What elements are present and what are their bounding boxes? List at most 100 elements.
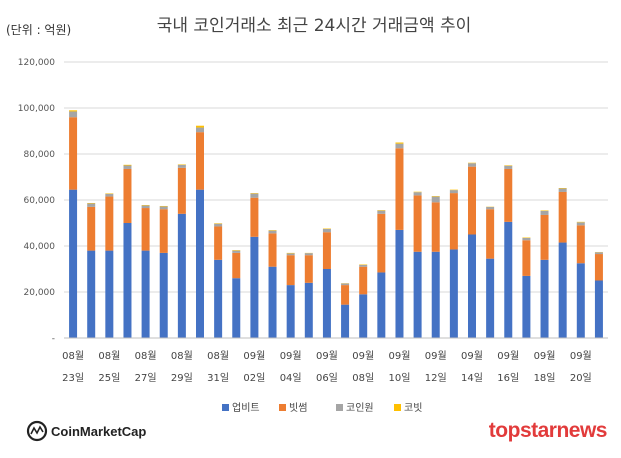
x-axis: 08월 23일 08월 25일 08월 27일 08월 29일 08월 31일 09월 02일 09월 0…: [62, 350, 592, 384]
bar-segment-bithumb-11: [268, 233, 277, 267]
bar-segment-bithumb-25: [522, 240, 531, 276]
bar-segment-bithumb-14: [322, 232, 331, 269]
x-tick-day: 27일: [135, 372, 157, 384]
x-tick-month: 09월: [243, 350, 265, 362]
bar-segment-coinone-10: [250, 193, 259, 198]
bar-segment-bithumb-7: [196, 132, 204, 190]
bar-segment-coinone-5: [159, 206, 168, 210]
bar-segment-bithumb-18: [395, 148, 404, 230]
bar-segment-upbit-5: [159, 252, 168, 338]
x-tick-month: 08월: [207, 350, 229, 362]
chart-title: 국내 코인거래소 최근 24시간 거래금액 추이: [157, 16, 472, 36]
x-tick-day: 25일: [98, 372, 120, 384]
y-tick-label: -: [52, 334, 55, 344]
bar-segment-upbit-19: [413, 251, 422, 338]
bar-segment-coinone-3: [123, 165, 132, 169]
x-tick-month: 09월: [352, 350, 374, 362]
bar-segment-coinone-29: [594, 252, 603, 255]
bar-segment-upbit-12: [286, 285, 295, 338]
bar-segment-upbit-4: [141, 250, 150, 338]
topstarnews-logo: topstarnews: [489, 419, 607, 442]
bar-segment-upbit-6: [177, 213, 186, 338]
bar-segment-coinone-11: [268, 230, 277, 234]
x-tick-month: 09월: [388, 350, 410, 362]
bar-segment-coinone-15: [341, 283, 350, 286]
bar-segment-upbit-13: [304, 282, 313, 338]
bar-segment-upbit-10: [250, 236, 259, 338]
y-tick-label: 40,000: [24, 242, 56, 252]
bar-segment-korbit-7: [196, 125, 204, 128]
x-tick-day: 20일: [570, 372, 592, 384]
bar-segment-bithumb-3: [123, 168, 132, 223]
bar-segment-coinone-19: [413, 192, 422, 196]
x-tick-day: 18일: [534, 372, 556, 384]
bar-segment-upbit-2: [105, 250, 114, 338]
bar-segment-coinone-0: [69, 111, 78, 118]
bar-segment-korbit-18: [395, 142, 404, 144]
bar-segment-upbit-7: [196, 189, 204, 338]
bar-segment-bithumb-27: [558, 191, 567, 243]
x-tick-day: 08일: [352, 372, 374, 384]
x-tick-month: 09월: [316, 350, 338, 362]
bar-segment-upbit-24: [504, 221, 513, 338]
coinmarketcap-logo: CoinMarketCap: [26, 420, 146, 442]
bar-segment-coinone-2: [105, 193, 114, 197]
bar-segment-upbit-3: [123, 223, 132, 338]
bar-segment-upbit-0: [69, 189, 78, 338]
bar-segment-coinone-16: [359, 264, 368, 267]
x-tick-day: 12일: [425, 372, 447, 384]
bar-segment-coinone-22: [468, 163, 476, 167]
y-tick-label: 100,000: [18, 104, 55, 114]
bar-segment-coinone-9: [232, 250, 241, 253]
bar-segment-coinone-26: [540, 210, 549, 215]
bar-segment-bithumb-20: [431, 202, 440, 252]
bars: [69, 110, 603, 338]
x-tick-day: 04일: [280, 372, 302, 384]
bar-segment-coinone-24: [504, 165, 513, 169]
x-tick-month: 08월: [98, 350, 120, 362]
bar-segment-coinone-14: [322, 228, 331, 233]
x-tick-day: 29일: [171, 372, 193, 384]
bar-segment-upbit-23: [486, 258, 495, 338]
bar-segment-upbit-9: [232, 278, 241, 338]
coinmarketcap-logo-icon: [26, 420, 48, 442]
bar-segment-bithumb-8: [214, 226, 223, 260]
bar-segment-coinone-17: [377, 210, 386, 214]
bar-segment-coinone-1: [87, 203, 96, 207]
x-tick-month: 08월: [62, 350, 84, 362]
x-tick-day: 06일: [316, 372, 338, 384]
x-tick-month: 09월: [425, 350, 447, 362]
gridlines: [64, 61, 608, 293]
bar-segment-upbit-26: [540, 259, 549, 338]
bar-segment-bithumb-26: [540, 214, 549, 260]
x-tick-day: 31일: [207, 372, 229, 384]
bar-segment-bithumb-9: [232, 252, 241, 279]
bar-segment-coinone-25: [522, 237, 531, 241]
x-tick-month: 08월: [135, 350, 157, 362]
legend: 업비트 빗썸 코인원 코빗: [222, 401, 422, 414]
legend-label: 코빗: [404, 402, 422, 414]
bar-segment-bithumb-19: [413, 195, 422, 252]
bar-segment-bithumb-22: [468, 166, 476, 235]
bar-segment-bithumb-12: [286, 255, 295, 286]
legend-label: 업비트: [232, 401, 260, 414]
bar-segment-bithumb-29: [594, 254, 603, 281]
bar-segment-coinone-8: [214, 223, 223, 227]
bar-segment-bithumb-10: [250, 197, 259, 237]
bar-segment-upbit-17: [377, 272, 386, 338]
bar-segment-upbit-1: [87, 250, 96, 338]
bar-segment-coinone-28: [576, 222, 585, 226]
x-tick-day: 02일: [243, 372, 265, 384]
x-tick-month: 09월: [534, 350, 556, 362]
bar-segment-bithumb-6: [177, 167, 186, 214]
legend-swatch: [279, 404, 286, 411]
bar-segment-upbit-18: [395, 229, 404, 338]
x-tick-month: 09월: [497, 350, 519, 362]
bar-segment-bithumb-15: [341, 285, 350, 305]
legend-swatch: [222, 404, 229, 411]
x-tick-month: 08월: [171, 350, 193, 362]
x-tick-month: 09월: [461, 350, 483, 362]
x-tick-month: 09월: [280, 350, 302, 362]
x-tick-day: 16일: [497, 372, 519, 384]
